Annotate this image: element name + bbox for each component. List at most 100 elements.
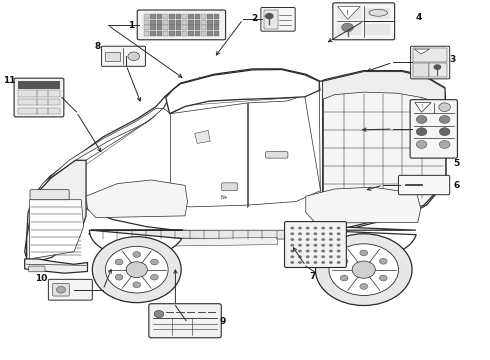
Polygon shape (31, 108, 163, 202)
FancyBboxPatch shape (28, 266, 45, 272)
Circle shape (92, 237, 181, 303)
Bar (157, 26, 162, 30)
Circle shape (439, 103, 450, 112)
FancyBboxPatch shape (137, 10, 225, 40)
Circle shape (291, 244, 294, 247)
Circle shape (337, 226, 341, 229)
Bar (195, 14, 200, 19)
Bar (18, 108, 60, 114)
Circle shape (329, 226, 333, 229)
Circle shape (416, 140, 427, 148)
Bar (169, 26, 174, 30)
Circle shape (329, 249, 333, 252)
Circle shape (298, 261, 302, 264)
Bar (157, 14, 162, 19)
Text: 8: 8 (94, 42, 100, 51)
Bar (366, 24, 390, 35)
Circle shape (440, 140, 450, 148)
Text: !: ! (346, 10, 349, 16)
Circle shape (291, 238, 294, 241)
Bar (182, 20, 187, 25)
Circle shape (56, 286, 66, 293)
Bar (163, 31, 168, 36)
Circle shape (314, 238, 318, 241)
Circle shape (298, 244, 302, 247)
Circle shape (321, 238, 325, 241)
Bar (144, 26, 149, 30)
Circle shape (291, 249, 294, 252)
Polygon shape (415, 103, 431, 112)
Circle shape (329, 261, 333, 264)
Bar (144, 31, 149, 36)
Circle shape (329, 244, 398, 296)
Bar (188, 31, 194, 36)
Bar (207, 31, 213, 36)
Text: 5: 5 (453, 159, 459, 168)
Circle shape (440, 116, 450, 123)
Bar (18, 99, 60, 105)
Circle shape (321, 261, 325, 264)
Polygon shape (163, 71, 320, 114)
FancyBboxPatch shape (53, 283, 69, 296)
Circle shape (314, 261, 318, 264)
Bar (201, 20, 206, 25)
Circle shape (321, 244, 325, 247)
Circle shape (314, 226, 318, 229)
Polygon shape (323, 72, 446, 230)
Circle shape (337, 244, 341, 247)
Ellipse shape (369, 9, 388, 16)
Circle shape (337, 255, 341, 258)
Polygon shape (195, 131, 210, 143)
Polygon shape (24, 259, 88, 273)
Circle shape (342, 23, 353, 32)
Circle shape (440, 128, 450, 136)
Circle shape (306, 232, 310, 235)
Bar (175, 26, 181, 30)
Circle shape (337, 232, 341, 235)
Circle shape (115, 274, 123, 280)
Bar (195, 31, 200, 36)
FancyBboxPatch shape (101, 46, 146, 66)
FancyBboxPatch shape (411, 46, 450, 79)
Polygon shape (311, 226, 416, 259)
Bar (207, 14, 213, 19)
Circle shape (150, 259, 158, 265)
Circle shape (321, 226, 325, 229)
Bar (188, 26, 194, 30)
Bar (182, 14, 187, 19)
Circle shape (298, 232, 302, 235)
Text: 1: 1 (128, 21, 134, 30)
Circle shape (306, 249, 310, 252)
Circle shape (306, 238, 310, 241)
Text: 3: 3 (449, 55, 456, 64)
Circle shape (321, 255, 325, 258)
FancyBboxPatch shape (222, 183, 237, 191)
Circle shape (298, 238, 302, 241)
Circle shape (337, 249, 341, 252)
Bar (188, 20, 194, 25)
Bar (105, 52, 121, 61)
Bar (337, 8, 361, 19)
Circle shape (298, 255, 302, 258)
Circle shape (329, 232, 333, 235)
Circle shape (340, 275, 348, 281)
Circle shape (291, 226, 294, 229)
Bar (150, 20, 156, 25)
Bar (175, 31, 181, 36)
Text: 6: 6 (453, 180, 459, 189)
Circle shape (150, 274, 158, 280)
Polygon shape (90, 230, 183, 257)
Circle shape (306, 244, 310, 247)
Polygon shape (146, 237, 278, 246)
Circle shape (154, 310, 164, 318)
Bar (366, 8, 390, 19)
Circle shape (105, 246, 168, 293)
Circle shape (337, 261, 341, 264)
FancyBboxPatch shape (410, 100, 458, 158)
FancyBboxPatch shape (333, 3, 394, 40)
Polygon shape (415, 49, 429, 54)
Circle shape (329, 244, 333, 247)
Bar (182, 31, 187, 36)
Bar (214, 31, 219, 36)
Circle shape (298, 249, 302, 252)
